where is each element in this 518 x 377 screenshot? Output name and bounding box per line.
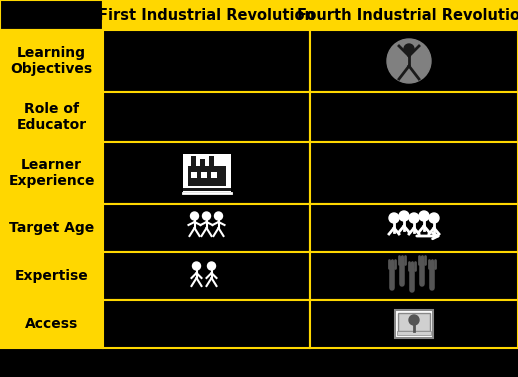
Bar — [188, 166, 225, 186]
Bar — [310, 252, 518, 300]
Circle shape — [387, 39, 431, 83]
Bar — [0, 252, 103, 300]
Circle shape — [208, 262, 215, 270]
Text: First Industrial Revolution: First Industrial Revolution — [98, 8, 315, 23]
Circle shape — [409, 315, 419, 325]
Circle shape — [399, 211, 409, 221]
Circle shape — [419, 211, 429, 221]
Bar — [310, 0, 518, 30]
Circle shape — [193, 262, 200, 270]
Bar — [0, 0, 103, 30]
Bar — [103, 204, 310, 252]
Circle shape — [389, 213, 399, 223]
Text: Fourth Industrial Revolution: Fourth Industrial Revolution — [297, 8, 518, 23]
Circle shape — [429, 213, 439, 223]
Text: Access: Access — [25, 317, 78, 331]
Text: Learning
Objectives: Learning Objectives — [10, 46, 93, 76]
Bar — [0, 30, 103, 92]
Bar — [310, 300, 518, 348]
Bar — [210, 172, 217, 178]
Bar — [191, 172, 196, 178]
Text: Target Age: Target Age — [9, 221, 94, 235]
Bar — [0, 142, 103, 204]
Bar — [310, 30, 518, 92]
Bar — [182, 154, 231, 192]
Bar — [103, 30, 310, 92]
Bar — [209, 156, 213, 170]
Bar — [310, 92, 518, 142]
Bar — [103, 300, 310, 348]
Bar — [395, 310, 433, 338]
Bar — [0, 92, 103, 142]
Bar — [191, 156, 195, 170]
Circle shape — [203, 212, 210, 220]
Circle shape — [214, 212, 223, 220]
Circle shape — [191, 212, 198, 220]
Bar — [103, 142, 310, 204]
Bar — [199, 159, 205, 171]
Circle shape — [409, 213, 419, 223]
Bar — [310, 142, 518, 204]
Bar — [103, 0, 310, 30]
Bar — [182, 188, 231, 191]
Bar — [103, 252, 310, 300]
Bar — [398, 313, 430, 331]
Bar — [310, 204, 518, 252]
Text: Role of
Educator: Role of Educator — [17, 102, 87, 132]
Text: Expertise: Expertise — [15, 269, 89, 283]
Bar — [0, 300, 103, 348]
Circle shape — [404, 44, 414, 54]
Bar — [397, 331, 431, 335]
Bar — [103, 92, 310, 142]
Bar — [0, 204, 103, 252]
Bar — [200, 172, 207, 178]
Text: Learner
Experience: Learner Experience — [8, 158, 95, 188]
